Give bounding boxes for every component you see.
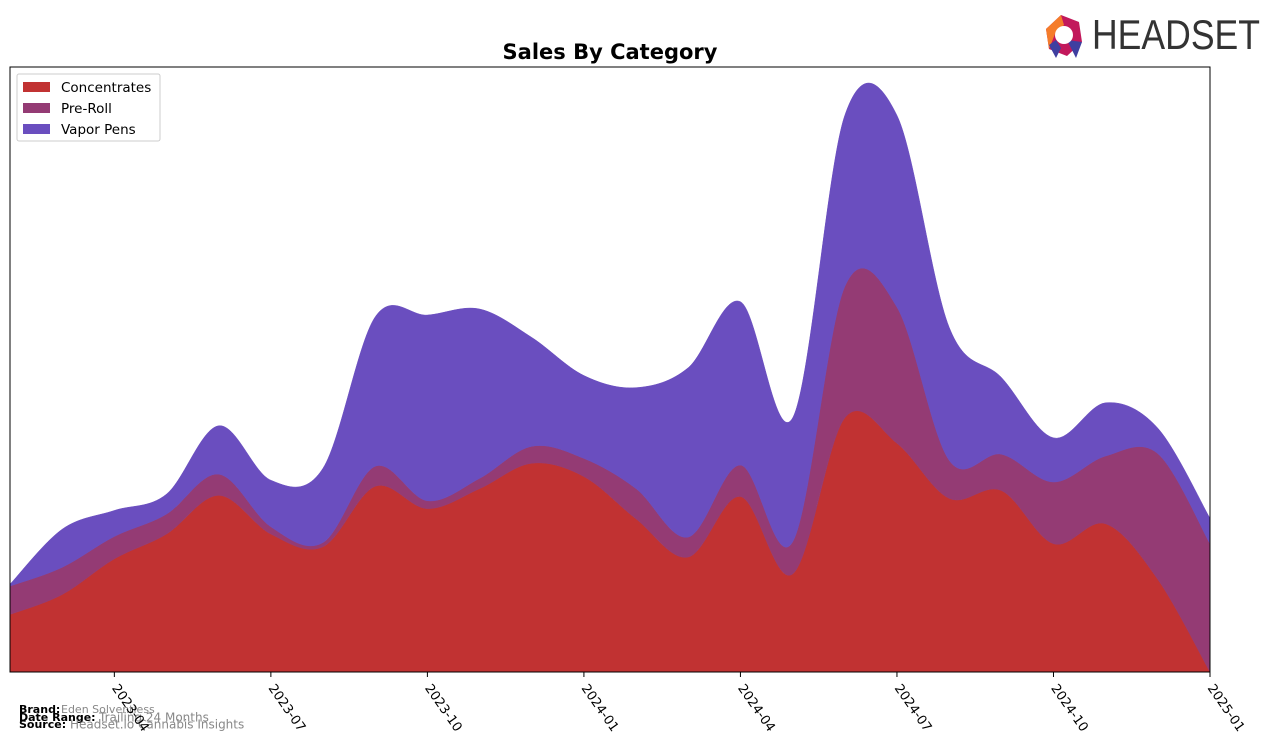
legend-label: Vapor Pens — [61, 122, 136, 138]
x-tick-label: 2024-04 — [734, 682, 777, 735]
footer-value: Trailing 24 Months — [98, 711, 209, 725]
x-tick-label: 2025-01 — [1204, 682, 1247, 735]
x-tick-label: 2024-07 — [891, 682, 934, 735]
legend-box — [16, 73, 161, 142]
area — [9, 82, 1211, 587]
x-tick-label: 2024-10 — [1047, 682, 1090, 735]
logo-text: HEADSET — [1092, 11, 1260, 58]
footer-value: Eden Solventless — [61, 703, 155, 716]
x-tick-label: 2023-10 — [421, 682, 464, 735]
footer-label: Source: — [19, 718, 66, 731]
legend: Concentrates Pre-Roll Vapor Pens — [16, 73, 161, 142]
x-tick-label: 2024-01 — [578, 682, 621, 735]
logo-icon — [1055, 26, 1073, 44]
footer-label: Brand: — [19, 703, 60, 716]
chart-title: Sales By Category — [503, 40, 718, 64]
legend-label: Pre-Roll — [61, 101, 112, 117]
logo-icon — [1067, 40, 1082, 58]
legend-swatch — [23, 103, 50, 113]
footer-value: Headset.io Cannabis Insights — [70, 718, 244, 732]
logo-icon — [1049, 40, 1061, 58]
plot-frame — [9, 66, 1211, 673]
logo-icon — [1046, 15, 1064, 49]
footer-label: Date Range: — [19, 711, 96, 724]
legend-label: Concentrates — [61, 80, 151, 96]
logo: HEADSET — [1046, 11, 1260, 58]
x-tick-label: 2023-07 — [265, 682, 308, 735]
footer: Brand: Eden Solventless Date Range: Trai… — [19, 703, 244, 732]
legend-swatch — [23, 124, 50, 134]
legend-swatch — [23, 82, 50, 92]
